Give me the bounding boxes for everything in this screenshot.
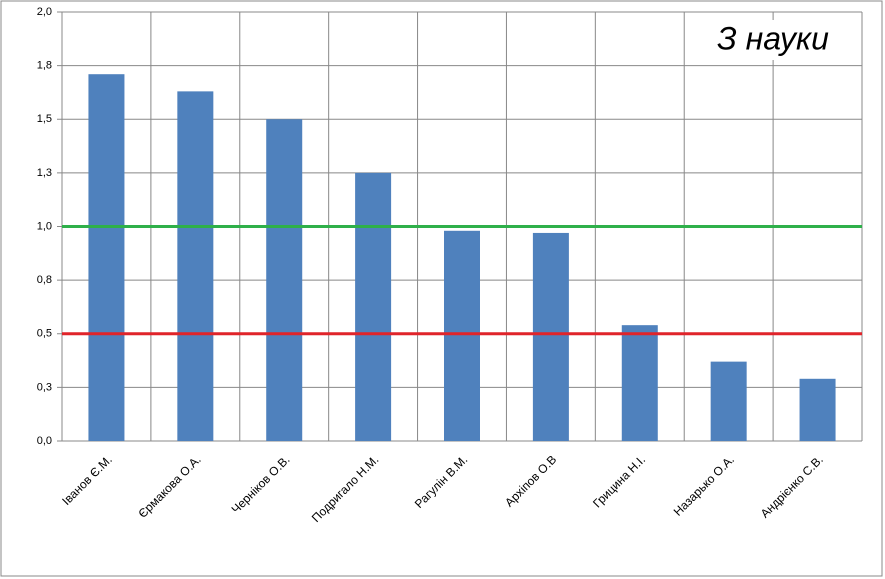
- bar: [799, 378, 836, 441]
- y-tick-label: 2,0: [37, 6, 52, 18]
- y-tick-label: 1,5: [37, 113, 52, 125]
- bar: [88, 74, 125, 441]
- annotation-box: [700, 20, 840, 60]
- bar: [266, 119, 303, 441]
- y-tick-label: 0,8: [37, 274, 52, 286]
- y-tick-label: 1,8: [37, 60, 52, 72]
- bar: [444, 230, 480, 441]
- bar: [710, 361, 747, 441]
- y-tick-label: 0,0: [37, 435, 52, 447]
- y-tick-label: 0,5: [37, 328, 52, 340]
- bar: [621, 325, 658, 441]
- bar: [532, 232, 569, 441]
- y-tick-label: 1,3: [37, 167, 52, 179]
- y-tick-label: 1,0: [37, 220, 52, 232]
- bar: [177, 91, 214, 442]
- bar: [355, 172, 392, 441]
- annotation: З науки: [717, 20, 829, 56]
- y-tick-label: 0,3: [37, 381, 52, 393]
